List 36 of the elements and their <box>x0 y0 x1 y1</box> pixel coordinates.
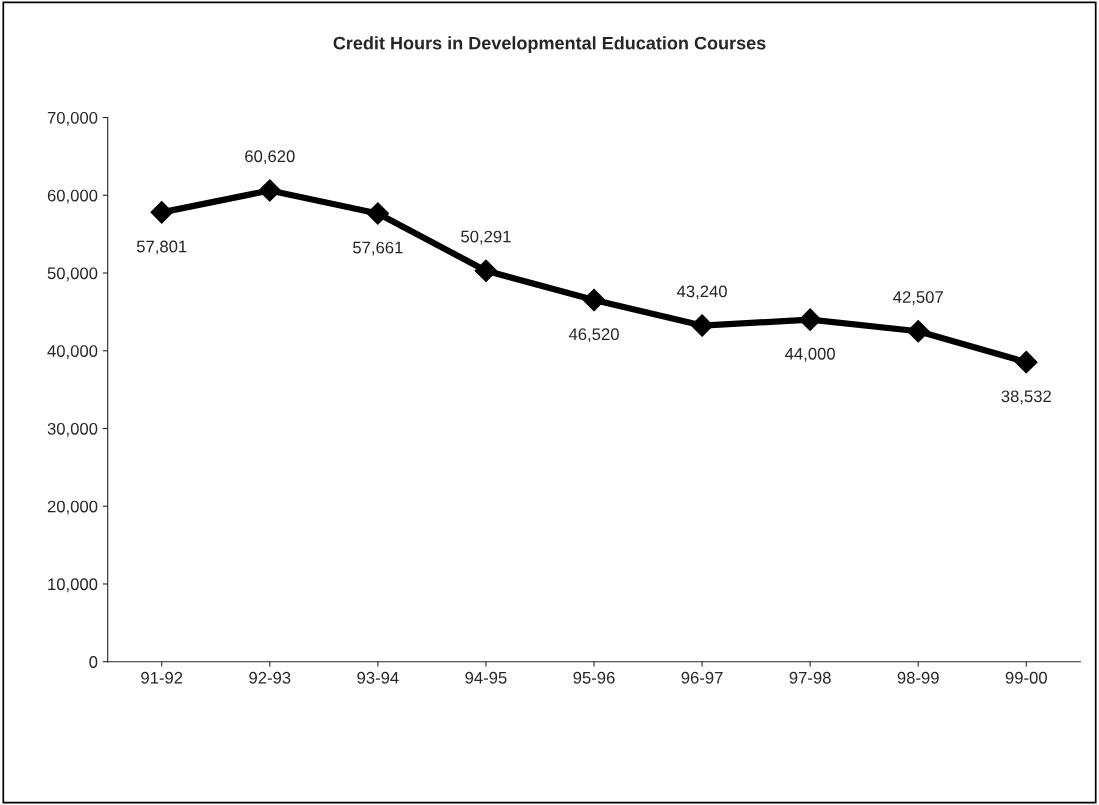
x-tick-label: 99-00 <box>1005 671 1047 684</box>
y-tick-label: 70,000 <box>47 111 98 126</box>
point <box>474 259 498 283</box>
point <box>1014 350 1038 374</box>
point <box>150 201 174 224</box>
x-tick-label: 95-96 <box>573 671 615 684</box>
x-tick-label: 91-92 <box>141 671 183 684</box>
x-tick-label: 94-95 <box>465 671 507 684</box>
y-tick-label: 30,000 <box>47 422 98 437</box>
point <box>366 202 390 225</box>
point <box>582 288 606 312</box>
x-tick-label: 96-97 <box>681 671 723 684</box>
data-label: 46,520 <box>568 328 619 343</box>
data-label: 44,000 <box>785 347 835 362</box>
data-label: 57,661 <box>353 241 403 256</box>
y-tick-label: 60,000 <box>47 189 98 204</box>
x-tick-label: 98-99 <box>897 671 939 684</box>
data-label: 42,507 <box>893 291 943 305</box>
data-label: 38,532 <box>1001 390 1051 405</box>
y-tick-label: 0 <box>89 656 98 668</box>
chart-title: Credit Hours in Developmental Education Courses <box>333 36 766 54</box>
point <box>690 314 714 337</box>
x-tick-label: 93-94 <box>357 671 399 684</box>
y-tick-label: 20,000 <box>47 500 98 515</box>
y-tick-label: 40,000 <box>47 345 98 359</box>
data-label: 50,291 <box>461 230 511 245</box>
x-tick-label: 92-93 <box>249 671 291 684</box>
x-tick-label: 97-98 <box>789 671 831 684</box>
data-label: 60,620 <box>245 150 295 165</box>
y-tick-label: 50,000 <box>47 267 98 282</box>
point <box>258 179 282 202</box>
point <box>798 308 822 331</box>
y-tick-label: 10,000 <box>48 578 98 593</box>
data-label: 43,240 <box>676 285 727 300</box>
data-label: 57,801 <box>136 240 187 255</box>
point <box>906 319 930 343</box>
